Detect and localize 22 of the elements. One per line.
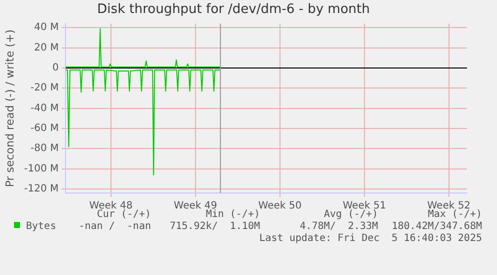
text: 4.78M/ 2.33M — [300, 221, 378, 232]
chart-title: Disk throughput for /dev/dm-6 - by month — [97, 2, 370, 18]
y-tick-label: -40 M — [30, 102, 59, 114]
y-tick-label: 40 M — [34, 22, 59, 34]
x-tick-label: Week 50 — [258, 200, 302, 212]
y-tick-label: -20 M — [30, 82, 59, 94]
y-tick-label: -120 M — [24, 184, 59, 195]
text: Avg (-/+) — [324, 209, 378, 220]
text: Cur (-/+) — [96, 209, 151, 220]
y-tick-label: -60 M — [30, 123, 59, 134]
text: 180.42M/347.68M — [392, 221, 482, 232]
y-tick-label: -100 M — [24, 163, 59, 174]
y-tick-label: 20 M — [34, 42, 59, 54]
text: Min (-/+) — [206, 209, 260, 220]
y-tick-label: -80 M — [30, 143, 59, 154]
text: 715.92k/ 1.10M — [170, 221, 260, 232]
text: Last update: Fri Dec 5 16:40:03 2025 — [259, 233, 482, 244]
y-axis-title: Pr second read (-) / write (+) — [3, 29, 16, 188]
y-tick-label: 0 — [52, 62, 59, 74]
text: Max (-/+) — [428, 209, 482, 220]
text: -nan / -nan — [78, 221, 151, 232]
legend-label: Bytes — [26, 221, 56, 232]
